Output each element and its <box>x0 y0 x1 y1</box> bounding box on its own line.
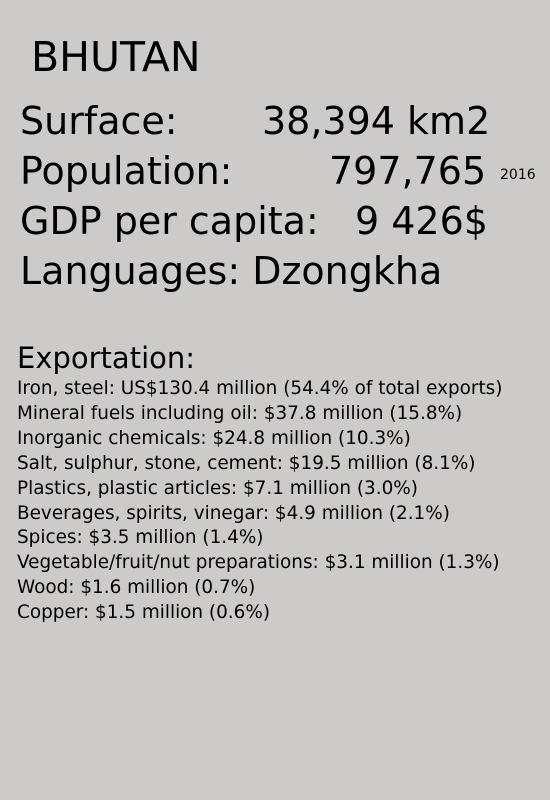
export-item: Vegetable/fruit/nut preparations: $3.1 m… <box>17 552 500 574</box>
population-row: Population: 797,765 2016 <box>20 148 536 194</box>
gdp-value: 9 426$ <box>355 199 488 243</box>
exports-list: Iron, steel: US$130.4 million (54.4% of … <box>17 377 537 626</box>
population-year: 2016 <box>500 167 536 183</box>
export-item: Copper: $1.5 million (0.6%) <box>17 602 271 624</box>
country-title: BHUTAN <box>31 33 201 81</box>
surface-label: Surface: <box>20 99 178 143</box>
export-item: Beverages, spirits, vinegar: $4.9 millio… <box>17 502 450 524</box>
export-item: Salt, sulphur, stone, cement: $19.5 mill… <box>17 452 476 474</box>
surface-value: 38,394 km2 <box>262 99 491 143</box>
export-item: Plastics, plastic articles: $7.1 million… <box>17 477 418 499</box>
export-item: Wood: $1.6 million (0.7%) <box>17 577 256 599</box>
export-item: Inorganic chemicals: $24.8 million (10.3… <box>17 427 411 449</box>
population-label: Population: <box>20 149 233 193</box>
population-value: 797,765 <box>329 149 487 193</box>
export-item: Spices: $3.5 million (1.4%) <box>17 527 264 549</box>
languages-row: Languages: Dzongkha <box>20 249 443 293</box>
export-item: Iron, steel: US$130.4 million (54.4% of … <box>17 378 503 399</box>
exports-heading: Exportation: <box>17 341 196 375</box>
gdp-row: GDP per capita: 9 426$ <box>20 198 488 244</box>
export-item: Mineral fuels including oil: $37.8 milli… <box>17 402 463 424</box>
surface-row: Surface: 38,394 km2 <box>20 98 490 144</box>
gdp-label: GDP per capita: <box>20 199 319 243</box>
